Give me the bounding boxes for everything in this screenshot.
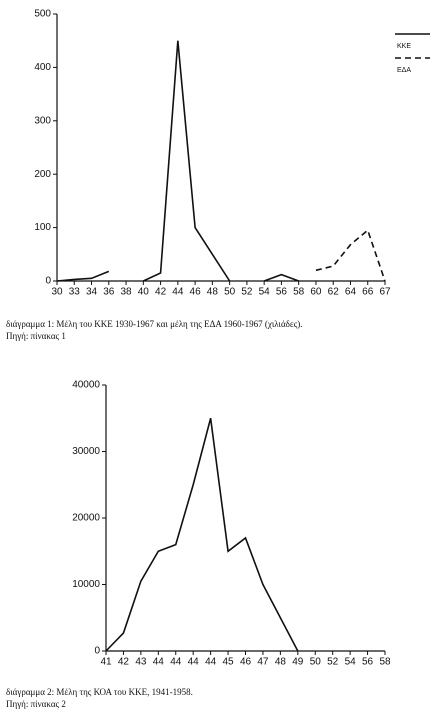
x-tick-label: 56 xyxy=(276,287,288,298)
x-tick-label: 52 xyxy=(241,287,253,298)
x-tick-label: 30 xyxy=(51,287,63,298)
x-tick-label: 54 xyxy=(259,287,271,298)
series-line xyxy=(315,228,386,282)
legend-label: ΚΚΕ xyxy=(397,43,411,50)
x-tick-label: 44 xyxy=(205,657,217,668)
x-tick-label: 49 xyxy=(292,657,304,668)
x-tick-label: 50 xyxy=(224,287,236,298)
x-tick-label: 42 xyxy=(155,287,167,298)
y-tick-label: 0 xyxy=(45,276,51,287)
x-tick-label: 48 xyxy=(207,287,219,298)
x-tick-label: 40 xyxy=(138,287,150,298)
x-tick-label: 36 xyxy=(103,287,115,298)
caption: διάγραμμα 2: Μέλη της ΚΟΑ του ΚΚΕ, 1941-… xyxy=(6,687,193,697)
x-tick-label: 48 xyxy=(275,657,287,668)
x-tick-label: 38 xyxy=(120,287,132,298)
y-tick-label: 0 xyxy=(94,646,100,657)
y-tick-label: 400 xyxy=(34,62,51,73)
y-tick-label: 200 xyxy=(34,169,51,180)
x-tick-label: 33 xyxy=(69,287,81,298)
source: Πηγή: πίνακας 2 xyxy=(6,699,66,709)
y-tick-label: 300 xyxy=(34,115,51,126)
x-tick-label: 46 xyxy=(190,287,202,298)
x-tick-label: 50 xyxy=(310,657,322,668)
x-tick-label: 60 xyxy=(310,287,322,298)
x-tick-label: 44 xyxy=(188,657,200,668)
x-tick-label: 43 xyxy=(135,657,147,668)
series-line xyxy=(105,418,299,652)
y-tick-label: 100 xyxy=(34,222,51,233)
y-tick-label: 500 xyxy=(34,9,51,20)
x-tick-label: 44 xyxy=(170,657,182,668)
source: Πηγή: πίνακας 1 xyxy=(6,331,66,341)
x-tick-label: 52 xyxy=(327,657,339,668)
x-tick-label: 44 xyxy=(172,287,184,298)
x-tick-label: 42 xyxy=(118,657,130,668)
x-tick-label: 41 xyxy=(100,657,112,668)
y-tick-label: 30000 xyxy=(72,446,100,457)
x-tick-label: 45 xyxy=(223,657,235,668)
y-tick-label: 20000 xyxy=(72,513,100,524)
x-tick-label: 46 xyxy=(240,657,252,668)
x-tick-label: 58 xyxy=(293,287,305,298)
x-tick-label: 56 xyxy=(362,657,374,668)
x-tick-label: 67 xyxy=(379,287,391,298)
y-tick-label: 10000 xyxy=(72,579,100,590)
x-tick-label: 58 xyxy=(379,657,391,668)
caption: διάγραμμα 1: Μέλη του ΚΚΕ 1930-1967 και … xyxy=(6,319,303,329)
x-tick-label: 66 xyxy=(362,287,374,298)
x-tick-label: 44 xyxy=(153,657,165,668)
x-tick-label: 34 xyxy=(86,287,98,298)
series-line xyxy=(56,40,299,282)
x-tick-label: 62 xyxy=(328,287,340,298)
x-tick-label: 54 xyxy=(345,657,357,668)
y-tick-label: 40000 xyxy=(72,380,100,391)
x-tick-label: 64 xyxy=(345,287,357,298)
x-tick-label: 47 xyxy=(257,657,269,668)
legend-label: ΕΔΑ xyxy=(397,67,411,74)
